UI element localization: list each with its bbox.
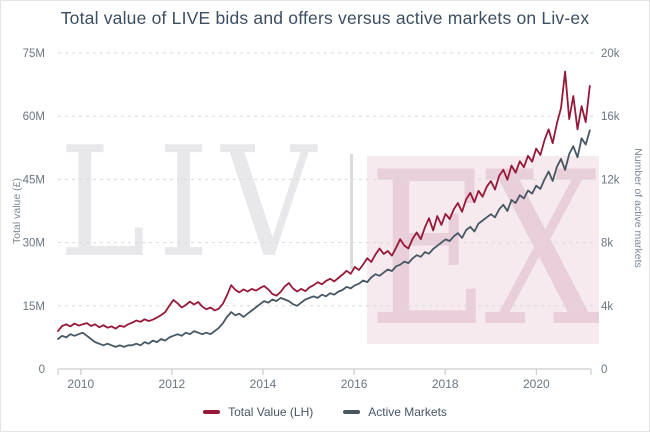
svg-text:2014: 2014 <box>250 377 277 391</box>
svg-text:0: 0 <box>39 364 45 376</box>
y-axis-label-right: Number of active markets <box>632 148 644 268</box>
livex-watermark-divider <box>350 154 353 269</box>
chart-title: Total value of LIVE bids and offers vers… <box>60 8 590 28</box>
svg-text:2010: 2010 <box>67 377 94 391</box>
legend-item-active-markets: Active Markets <box>343 405 447 419</box>
svg-text:30M: 30M <box>23 238 45 250</box>
svg-text:2018: 2018 <box>432 377 459 391</box>
svg-text:2012: 2012 <box>159 377 186 391</box>
svg-text:15M: 15M <box>23 301 45 313</box>
legend-item-total-value: Total Value (LH) <box>203 405 313 419</box>
legend-swatch-active-markets <box>343 410 361 414</box>
svg-text:4k: 4k <box>601 301 613 313</box>
svg-text:12k: 12k <box>601 174 620 186</box>
svg-text:2020: 2020 <box>523 377 550 391</box>
livex-watermark-liv: LIV <box>59 114 328 291</box>
svg-text:20k: 20k <box>601 48 620 60</box>
svg-text:60M: 60M <box>23 111 45 123</box>
livex-watermark-ex: EX <box>368 156 599 344</box>
y-axis-label-left: Total value (£) <box>11 178 23 244</box>
svg-text:8k: 8k <box>601 238 613 250</box>
legend-label-active-markets: Active Markets <box>368 405 447 419</box>
svg-text:0: 0 <box>601 364 607 376</box>
chart-legend: Total Value (LH) Active Markets <box>1 405 649 419</box>
svg-text:75M: 75M <box>23 48 45 60</box>
legend-label-total-value: Total Value (LH) <box>228 405 314 419</box>
legend-swatch-total-value <box>203 410 221 414</box>
svg-text:16k: 16k <box>601 111 620 123</box>
svg-text:45M: 45M <box>23 174 45 186</box>
livex-watermark-ex-box: EX <box>367 156 599 344</box>
svg-text:2016: 2016 <box>341 377 368 391</box>
